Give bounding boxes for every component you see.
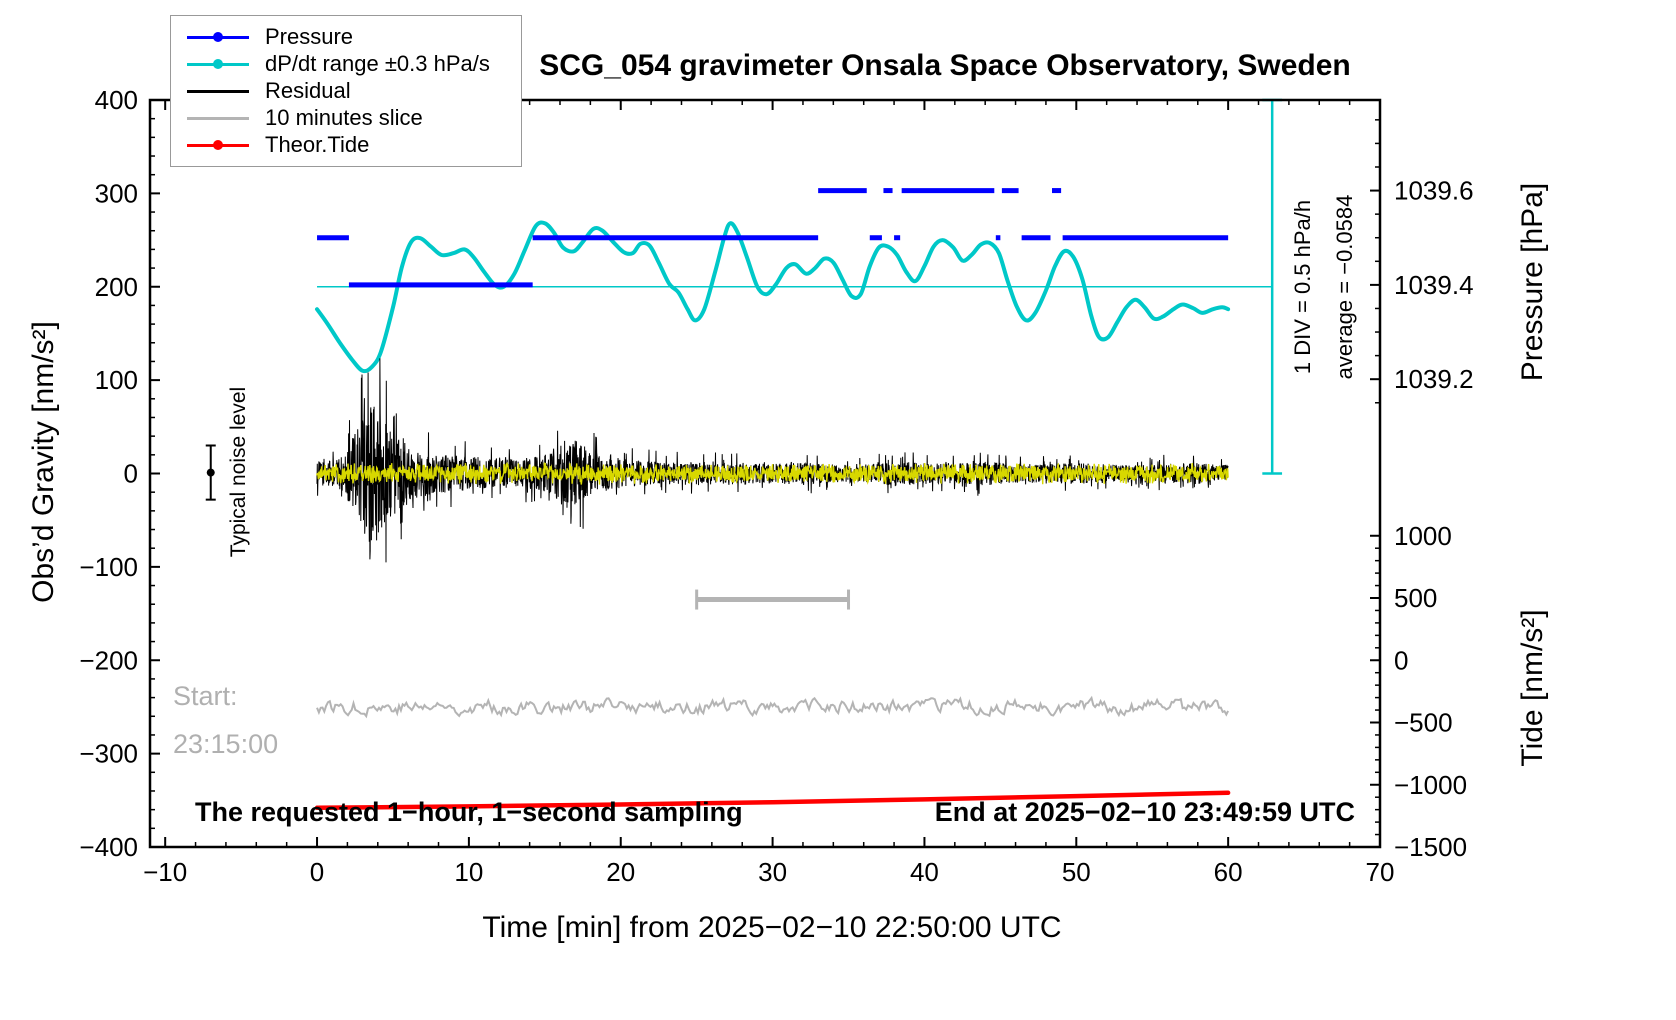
legend-item-pressure: Pressure	[187, 24, 513, 50]
start-note-line2: 23:15:00	[173, 729, 279, 759]
x-tick-label: 50	[1062, 857, 1091, 887]
legend: Pressure dP/dt range ±0.3 hPa/s Residual…	[170, 15, 522, 167]
legend-label-dpdt: dP/dt range ±0.3 hPa/s	[265, 51, 490, 77]
legend-label-pressure: Pressure	[265, 24, 354, 50]
y-tick-label: −400	[79, 832, 138, 862]
legend-item-dpdt: dP/dt range ±0.3 hPa/s	[187, 51, 513, 77]
noise-level-label: Typical noise level	[227, 386, 250, 558]
slice-line-icon	[187, 113, 249, 123]
tide-tick-label: 1000	[1394, 521, 1452, 551]
y-axis-title-left: Obs’d Gravity [nm/s²]	[27, 321, 60, 603]
end-time-note: End at 2025−02−10 23:49:59 UTC	[934, 797, 1355, 827]
x-tick-label: 30	[758, 857, 787, 887]
tide-tick-label: 500	[1394, 583, 1437, 613]
x-tick-label: 20	[606, 857, 635, 887]
legend-item-tide: Theor.Tide	[187, 132, 513, 158]
dpdt-curve	[315, 220, 1231, 374]
div-scale-label: 1 DIV = 0.5 hPa/h	[1290, 199, 1315, 375]
start-time-note: Start: 23:15:00	[173, 672, 278, 768]
chart-title: SCG_054 gravimeter Onsala Space Observat…	[539, 49, 1351, 82]
tide-tick-label: −1500	[1394, 832, 1467, 862]
noise-dot	[206, 468, 215, 477]
pressure-line-icon	[187, 32, 249, 43]
x-tick-label: 60	[1214, 857, 1243, 887]
y-tick-label: 0	[124, 459, 138, 489]
y-tick-label: −200	[79, 645, 138, 675]
tide-axis-title: Tide [nm/s²]	[1516, 609, 1549, 767]
tide-tick-label: −500	[1394, 708, 1453, 738]
legend-label-slice: 10 minutes slice	[265, 104, 423, 130]
tide-tick-label: 0	[1394, 645, 1408, 675]
x-tick-label: 40	[910, 857, 939, 887]
legend-item-residual: Residual	[187, 78, 513, 104]
y-tick-label: −300	[79, 739, 138, 769]
overlay-trace	[316, 461, 1229, 485]
residual-line-icon	[187, 86, 249, 96]
sampling-note: The requested 1−hour, 1−second sampling	[195, 797, 743, 827]
x-axis-title: Time [min] from 2025−02−10 22:50:00 UTC	[482, 911, 1062, 944]
y-tick-label: 200	[95, 272, 138, 302]
pressure-tick-label: 1039.6	[1394, 176, 1474, 206]
x-tick-label: −10	[143, 857, 187, 887]
start-note-line1: Start:	[173, 681, 238, 711]
y-tick-label: 400	[95, 85, 138, 115]
pressure-tick-label: 1039.2	[1394, 364, 1474, 394]
pressure-axis-title: Pressure [hPa]	[1516, 182, 1549, 382]
x-tick-label: 0	[310, 857, 324, 887]
y-tick-label: 100	[95, 365, 138, 395]
pressure-tick-label: 1039.4	[1394, 270, 1474, 300]
tide-tick-label: −1000	[1394, 770, 1467, 800]
x-tick-label: 70	[1366, 857, 1395, 887]
residual-trace	[316, 358, 1229, 563]
y-tick-label: 300	[95, 178, 138, 208]
dpdt-line-icon	[187, 59, 249, 70]
y-tick-label: −100	[79, 552, 138, 582]
average-label: average = −0.0584	[1332, 194, 1357, 380]
x-tick-label: 10	[454, 857, 483, 887]
tide-line-icon	[187, 139, 249, 150]
tide-curve	[314, 790, 1231, 811]
slice-trace	[316, 695, 1229, 719]
legend-label-residual: Residual	[265, 77, 351, 103]
legend-item-slice: 10 minutes slice	[187, 105, 513, 131]
legend-label-tide: Theor.Tide	[265, 131, 370, 157]
